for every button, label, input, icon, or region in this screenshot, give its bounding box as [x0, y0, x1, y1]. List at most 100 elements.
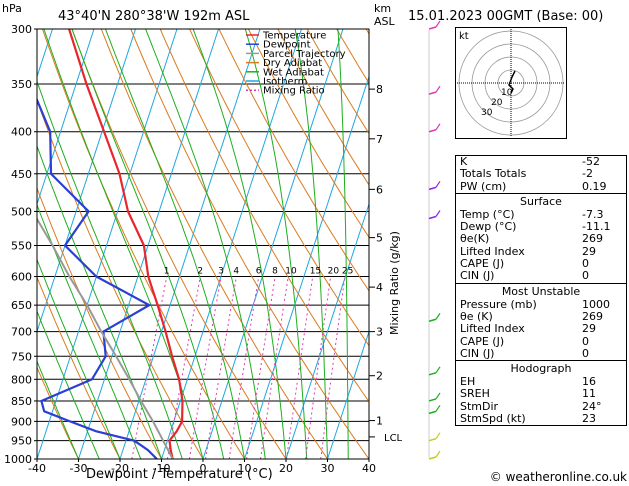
hodograph-ring-label: 20: [491, 98, 503, 108]
surface-value: 269: [582, 232, 603, 246]
surface-row: Temp (°C) -7.3: [456, 207, 626, 221]
x-tick-label: -40: [28, 462, 46, 475]
isotherm: [244, 74, 369, 459]
legend-label: Mixing Ratio: [263, 86, 325, 97]
isotherm: [285, 202, 369, 459]
wind-barb: [428, 456, 437, 460]
unstable-label: Pressure (mb): [460, 297, 537, 311]
surface-label: Lifted Index: [460, 244, 525, 258]
y-axis-label-right: Mixing Ratio (g/kg): [388, 231, 401, 335]
isotherm: [37, 29, 178, 459]
unstable-label: θe (K): [460, 309, 493, 323]
surface-row: θe(K) 269: [456, 232, 626, 246]
dry-adiabat: [130, 29, 369, 459]
hodograph-row: StmSpd (kt) 23: [456, 412, 626, 425]
pressure-tick-label: 850: [11, 395, 32, 408]
wet-adiabat: [368, 409, 369, 459]
wind-barb: [428, 318, 437, 322]
lcl-label: LCL: [384, 433, 403, 444]
hpa-unit-label: hPa: [2, 2, 22, 15]
mixing-ratio-label: 6: [256, 267, 262, 277]
mixing-ratio-label: 3: [218, 267, 224, 277]
mixing-ratio-label: 25: [342, 267, 353, 277]
x-axis-label: Dewpoint / Temperature (°C): [86, 467, 273, 482]
hodograph-title: Hodograph: [510, 362, 572, 376]
mixing-ratio-label: 4: [233, 267, 239, 277]
unstable-row: Pressure (mb) 1000: [456, 297, 626, 311]
mixing-ratio-label: 2: [197, 267, 203, 277]
mixing-ratio-line: [131, 276, 168, 459]
surface-label: Dewp (°C): [460, 220, 517, 234]
x-tick-label: -20: [111, 462, 129, 475]
mixing-ratio-label: 1: [164, 267, 170, 277]
wind-barb-flag: [435, 432, 441, 440]
dry-adiabat: [37, 276, 121, 459]
mixing-ratio-line: [188, 276, 222, 459]
isotherm: [327, 329, 369, 459]
wind-barb-flag: [435, 312, 441, 320]
wind-barb-flag: [435, 210, 441, 217]
x-tick-label: 20: [279, 462, 293, 475]
dry-adiabat: [37, 186, 162, 459]
pressure-tick-label: 400: [11, 126, 32, 139]
hodograph-row: EH 16: [456, 375, 626, 388]
hodograph-label: StmDir: [460, 399, 499, 413]
isotherm: [78, 29, 219, 459]
mixing-ratio-label: 10: [285, 267, 297, 277]
wet-adiabat: [192, 29, 287, 459]
asl-unit-label: ASL: [374, 15, 396, 28]
most-unstable-title: Most Unstable: [501, 284, 581, 298]
pressure-tick-label: 900: [11, 415, 32, 428]
surface-label: θe(K): [460, 232, 490, 246]
mixing-ratio-line: [228, 276, 260, 459]
wet-adiabat: [294, 29, 328, 459]
wind-barb: [428, 437, 437, 442]
wet-adiabat: [105, 29, 245, 459]
pressure-tick-label: 600: [11, 271, 32, 284]
mixing-ratio-label: 15: [310, 267, 321, 277]
wet-adiabat: [244, 29, 308, 459]
unstable-row: Lifted Index 29: [456, 322, 626, 336]
mixing-ratio-line: [305, 276, 332, 459]
wind-barbs: [428, 20, 441, 460]
hodograph-row: SREH 11: [456, 388, 626, 401]
unstable-label: CIN (J): [460, 346, 495, 360]
unstable-row: CAPE (J) 0: [456, 334, 626, 348]
wind-barb-flag: [435, 181, 441, 188]
unstable-row: CIN (J) 0: [456, 346, 626, 360]
wet-adiabat: [71, 29, 225, 459]
wind-barb-flag: [435, 392, 441, 400]
surface-value: 0: [582, 257, 589, 271]
index-row: K -52: [456, 155, 626, 168]
wind-barb: [428, 398, 437, 402]
surface-label: CAPE (J): [460, 257, 505, 271]
unstable-value: 0: [582, 334, 589, 348]
dry-adiabat: [189, 29, 369, 347]
series-parcel-trajectory: [37, 217, 174, 459]
x-tick-label: -30: [70, 462, 88, 475]
surface-value: -7.3: [582, 207, 604, 221]
mixing-ratio-line: [320, 276, 346, 459]
unstable-label: Lifted Index: [460, 322, 525, 336]
wet-adiabat: [37, 360, 79, 459]
series-dewpoint: [37, 97, 158, 459]
location-title: 43°40'N 280°38'W 192m ASL: [58, 9, 250, 24]
mixing-ratio-line: [246, 276, 276, 459]
mixing-ratio-label: 8: [272, 267, 278, 277]
wind-barb: [428, 186, 437, 191]
x-tick-label: 0: [200, 462, 207, 475]
pressure-tick-label: 700: [11, 326, 32, 339]
surface-value: -11.1: [582, 220, 611, 234]
isotherm: [119, 29, 261, 459]
dry-adiabat: [37, 98, 204, 459]
unstable-value: 29: [582, 322, 596, 336]
isotherm: [161, 29, 302, 459]
unstable-label: CAPE (J): [460, 334, 505, 348]
dry-adiabat: [37, 366, 79, 459]
index-value: 0.19: [582, 179, 607, 193]
index-value: -52: [582, 155, 600, 168]
wind-barb: [428, 410, 437, 415]
wind-barb: [428, 26, 437, 30]
